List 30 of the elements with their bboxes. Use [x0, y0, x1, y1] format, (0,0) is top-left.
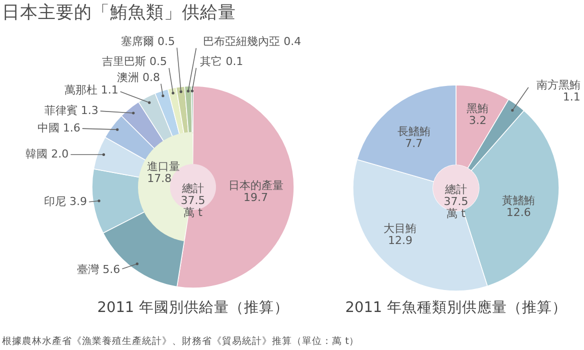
slice-label: 臺灣 5.6	[77, 262, 120, 276]
slice-label: 塞席爾 0.5	[120, 34, 175, 48]
slice-label: 大目鮪	[384, 222, 417, 236]
slice-label: 韓國 2.0	[26, 148, 69, 161]
data-label: 12.9	[388, 234, 412, 248]
slice-label: 其它 0.1	[200, 55, 244, 68]
data-label: 12.6	[506, 206, 531, 220]
slice-label: 中國 1.6	[37, 122, 80, 135]
text: 2011 年魚種類別供應量（推算）	[345, 299, 567, 316]
slice-label: 萬那杜 1.1	[64, 84, 118, 97]
data-label: 進口量 17.8	[147, 160, 180, 186]
data-label: 7.7	[405, 137, 423, 150]
slice-label: 黃鰭鮪	[502, 194, 536, 208]
text: 總計 37.5 萬 t	[180, 182, 206, 219]
slice-label: 南方黑鮪	[536, 78, 580, 92]
slice-label: 黑鮪	[466, 102, 489, 115]
slice-label: 日本的產量	[228, 179, 284, 192]
chart-title: 日本主要的「鮪魚類」供給量	[2, 2, 236, 23]
slice-label: 菲律賓 1.3	[44, 104, 98, 118]
slice-label: 澳洲 0.8	[116, 70, 160, 84]
data-label: 1.1	[562, 90, 580, 104]
slice-label: 長鰭鮪	[397, 125, 430, 138]
slice-label: 吉里巴斯 0.5	[102, 55, 168, 68]
text: 根據農林水產省《漁業養殖生產統計》、財務省《貿易統計》推算（單位：萬 t）	[2, 335, 359, 347]
slice-label: 印尼 3.9	[44, 194, 88, 208]
text: 2011 年國別供給量（推算）	[97, 299, 289, 316]
data-label: 19.7	[244, 191, 268, 204]
text: 總計 37.5 萬 t	[444, 183, 468, 220]
slice-label: 巴布亞紐幾內亞 0.4	[203, 35, 302, 48]
data-label: 3.2	[468, 114, 486, 127]
